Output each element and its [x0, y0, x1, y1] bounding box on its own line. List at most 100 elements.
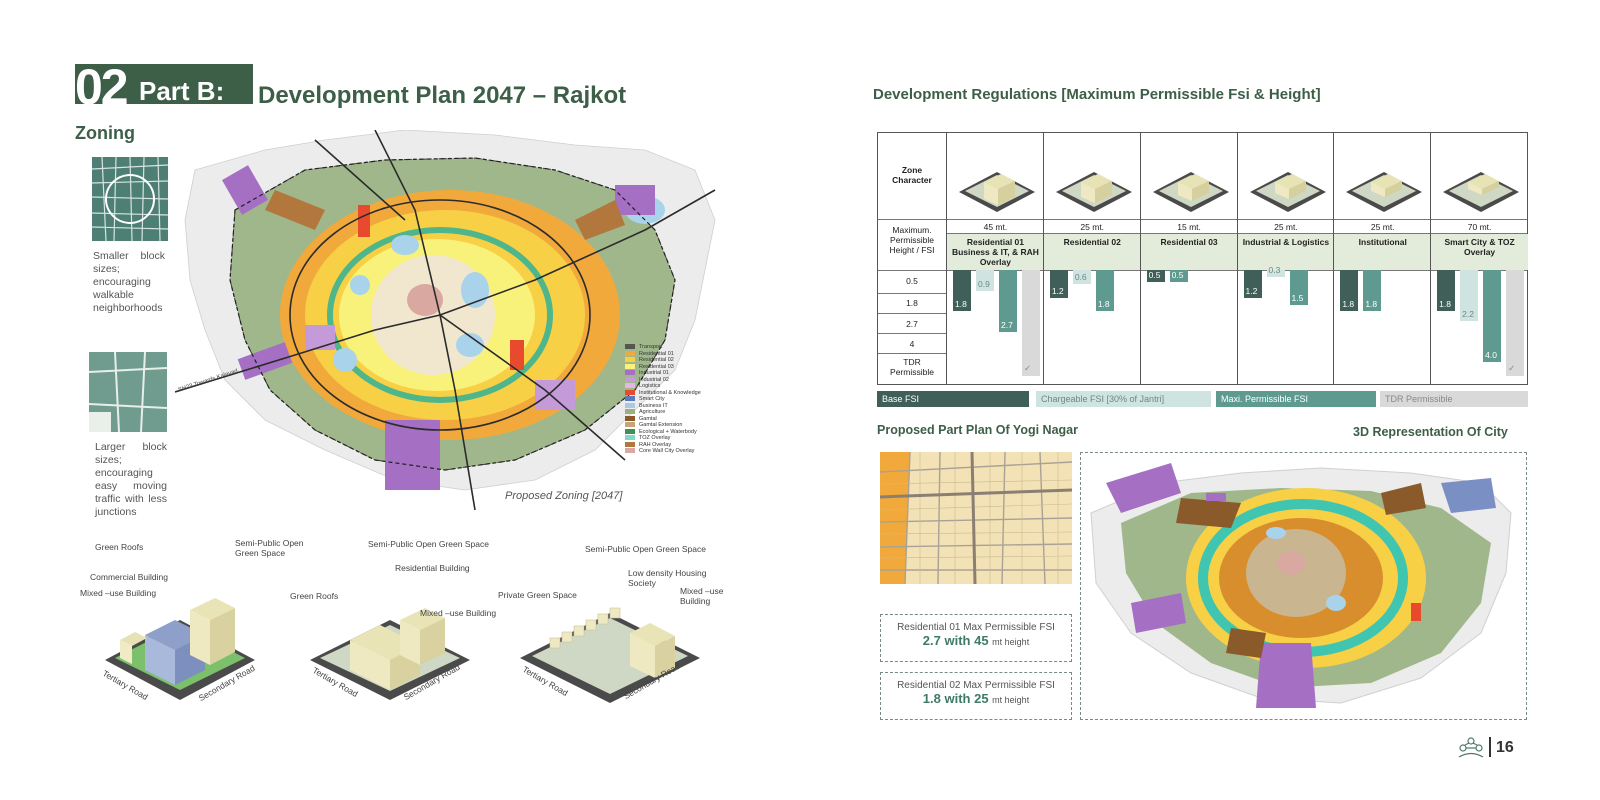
- fsi-bar-maxi: 0.5: [1169, 269, 1188, 282]
- legend-label: Smart City: [639, 396, 665, 402]
- legend-swatch: [625, 448, 635, 454]
- legend-swatch: [625, 376, 635, 382]
- zone-building-icon: [1249, 172, 1326, 212]
- fsi-bar-value: 0.5: [1148, 269, 1161, 280]
- label-green-roofs: Green Roofs: [290, 591, 339, 601]
- zone-height: 70 mt.: [1467, 222, 1492, 232]
- fsi-bar-base: 1.8: [1340, 270, 1359, 312]
- zone-name: Residential 02: [1063, 237, 1121, 247]
- smaller-block-text: Smaller block sizes; encouraging walkabl…: [93, 250, 165, 314]
- label-semi-public: Semi-Public Open Green Space: [585, 544, 706, 554]
- fsi-bar-chargeable: 0.9: [976, 270, 994, 291]
- fsi-bar-value: 0.3: [1268, 264, 1281, 275]
- fsi-bar-value: 1.8: [1365, 299, 1378, 310]
- diagram-commercial: Green Roofs Semi-Public Open Green Space…: [80, 538, 304, 710]
- zone-name: Residential 03: [1160, 237, 1218, 247]
- zone-height: 15 mt.: [1177, 222, 1201, 232]
- label-private-green: Private Green Space: [498, 590, 577, 600]
- fsi-bar-maxi: 1.5: [1289, 270, 1308, 305]
- legend-swatch: [625, 409, 635, 415]
- page-number: 16: [1496, 739, 1514, 756]
- section-badge: 02 Part B:: [75, 64, 253, 104]
- fsi-bar-value: 1.8: [955, 299, 967, 310]
- map-legend-item: Residential 01: [625, 351, 725, 358]
- label-commercial: Commercial Building: [90, 572, 168, 582]
- fsi-bar-value: ✓: [1508, 362, 1516, 373]
- legend-label: Gamtal Extension: [639, 422, 683, 428]
- map-legend-item: Industrial 01: [625, 370, 725, 377]
- label-mixed-use: Mixed –use Building: [80, 588, 157, 598]
- legend-base-fsi: Base FSI: [877, 391, 1029, 407]
- legend-label: Industrial 01: [639, 370, 669, 376]
- part-plan-map: [880, 452, 1072, 584]
- zone-column: 25 mt. Industrial & Logistics 1.2 0.3 1.5: [1236, 133, 1335, 384]
- regulations-legend: Base FSI Chargeable FSI [30% of Jantri] …: [877, 391, 1528, 407]
- label-mixed-use: Mixed –use Building: [420, 608, 497, 618]
- legend-swatch: [625, 344, 635, 350]
- regulations-title: Development Regulations [Maximum Permiss…: [873, 86, 1321, 103]
- label-semi-public: Semi-Public Open Green Space: [368, 539, 489, 549]
- fsi-bar-tdr: ✓: [1506, 270, 1525, 376]
- fsi-bar-value: 1.8: [1439, 299, 1451, 310]
- fsi-bar-tdr: ✓: [1022, 270, 1040, 376]
- legend-label: Gamtal: [639, 415, 657, 422]
- street-grid-image: [92, 157, 168, 241]
- legend-swatch: [625, 389, 635, 395]
- legend-swatch: [625, 428, 635, 434]
- fsi-bar-base: 0.5: [1146, 269, 1165, 282]
- fsi-bar-value: 1.2: [1245, 285, 1258, 296]
- legend-swatch: [625, 402, 635, 408]
- legend-swatch: [625, 357, 635, 363]
- zone-name: Residential 01 Business & IT, & RAH Over…: [951, 237, 1039, 267]
- fsi-bar-value: 0.9: [978, 278, 990, 289]
- fsi-bar-maxi: 4.0: [1483, 270, 1502, 362]
- street-grid-image: [89, 352, 167, 432]
- fsi-bar-chargeable: 2.2: [1460, 270, 1479, 321]
- zone-column: 15 mt. Residential 03 0.5 0.5: [1139, 133, 1238, 384]
- map-legend-item: Residential 03: [625, 364, 725, 371]
- zone-column: 25 mt. Institutional 1.8 1.8: [1333, 133, 1432, 384]
- map-legend-item: Institutional & Knowledge: [625, 390, 725, 397]
- legend-swatch: [625, 383, 635, 389]
- label-semi-public: Semi-Public Open Green Space: [235, 538, 304, 558]
- legend-label: Residential 02: [639, 357, 674, 363]
- legend-label: Transport: [639, 344, 663, 350]
- legend-swatch: [625, 370, 635, 376]
- smaller-block-thumbnail: [92, 157, 168, 241]
- fsi-box-residential-01: Residential 01 Max Permissible FSI 2.7 w…: [880, 614, 1072, 662]
- part-label: Part B:: [139, 76, 225, 104]
- map-legend-item: Transport: [625, 344, 725, 351]
- legend-label: Business IT: [639, 402, 668, 409]
- fsi-box-residential-02: Residential 02 Max Permissible FSI 1.8 w…: [880, 672, 1072, 720]
- scale-1-8: 1.8: [906, 298, 918, 308]
- legend-swatch: [625, 350, 635, 356]
- zone-column: 25 mt. Residential 02 1.2 0.6 1.8: [1042, 133, 1141, 384]
- zone-character-label: Zone Character: [892, 165, 932, 185]
- part-plan-title: Proposed Part Plan Of Yogi Nagar: [877, 423, 1078, 437]
- zone-name: Industrial & Logistics: [1242, 237, 1330, 247]
- diagram-residential: Semi-Public Open Green Space Residential…: [290, 539, 496, 710]
- map-legend-item: Gamtal: [625, 416, 725, 423]
- map-legend-item: Logistics: [625, 383, 725, 390]
- zone-column: 70 mt. Smart City & TOZ Overlay 1.8 2.2 4.0 ✓: [1430, 133, 1528, 384]
- map-legend-item: Industrial 02: [625, 377, 725, 384]
- fsi-bar-base: 1.8: [953, 270, 971, 312]
- map-legend-item: Business IT: [625, 403, 725, 410]
- label-green-roofs: Green Roofs: [95, 542, 144, 552]
- fsi-box-unit: mt height: [992, 637, 1030, 647]
- label-low-density: Low density Housing Society: [628, 568, 707, 588]
- zone-height: 45 mt.: [983, 222, 1008, 232]
- legend-swatch: [625, 441, 635, 447]
- fsi-bar-value: 2.7: [1001, 320, 1013, 331]
- map-legend-item: Agriculture: [625, 409, 725, 416]
- zone-name: Institutional: [1358, 237, 1407, 247]
- fsi-bar-value: 0.5: [1171, 269, 1184, 280]
- legend-swatch: [625, 422, 635, 428]
- max-height-label: Maximum. Permissible Height / FSI: [889, 225, 935, 255]
- fsi-box-value: 1.8 with 25: [922, 691, 989, 706]
- zone-name: Smart City & TOZ Overlay: [1444, 237, 1515, 257]
- fsi-bar-maxi: 2.7: [999, 270, 1017, 333]
- legend-swatch: [625, 435, 635, 441]
- diagram-housing: Semi-Public Open Green Space Low density…: [498, 544, 730, 713]
- map-legend-item: TOZ Overlay: [625, 435, 725, 442]
